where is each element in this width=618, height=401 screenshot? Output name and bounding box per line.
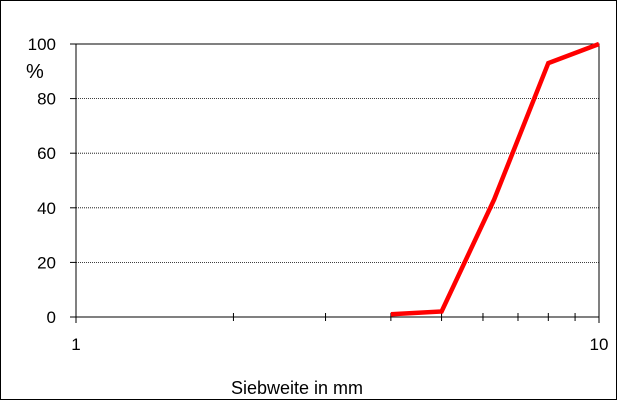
series-line xyxy=(390,41,600,317)
x-tick-label: 10 xyxy=(590,335,609,354)
x-axis-label: Siebweite in mm xyxy=(231,378,363,398)
y-tick-label: 100 xyxy=(28,35,56,54)
x-axis-ticks: 1 10 xyxy=(71,313,608,354)
y-tick-label: 40 xyxy=(37,199,56,218)
gridlines xyxy=(76,98,599,263)
y-tick-label: 0 xyxy=(47,308,56,327)
plot-area xyxy=(75,43,600,318)
x-tick-label: 1 xyxy=(71,335,80,354)
y-axis-label: % xyxy=(26,61,44,83)
series-lines xyxy=(390,41,600,317)
y-tick-label: 60 xyxy=(37,144,56,163)
y-tick-label: 20 xyxy=(37,253,56,272)
y-axis-ticks: 0 20 40 60 80 100 xyxy=(28,35,76,327)
y-tick-label: 80 xyxy=(37,90,56,109)
